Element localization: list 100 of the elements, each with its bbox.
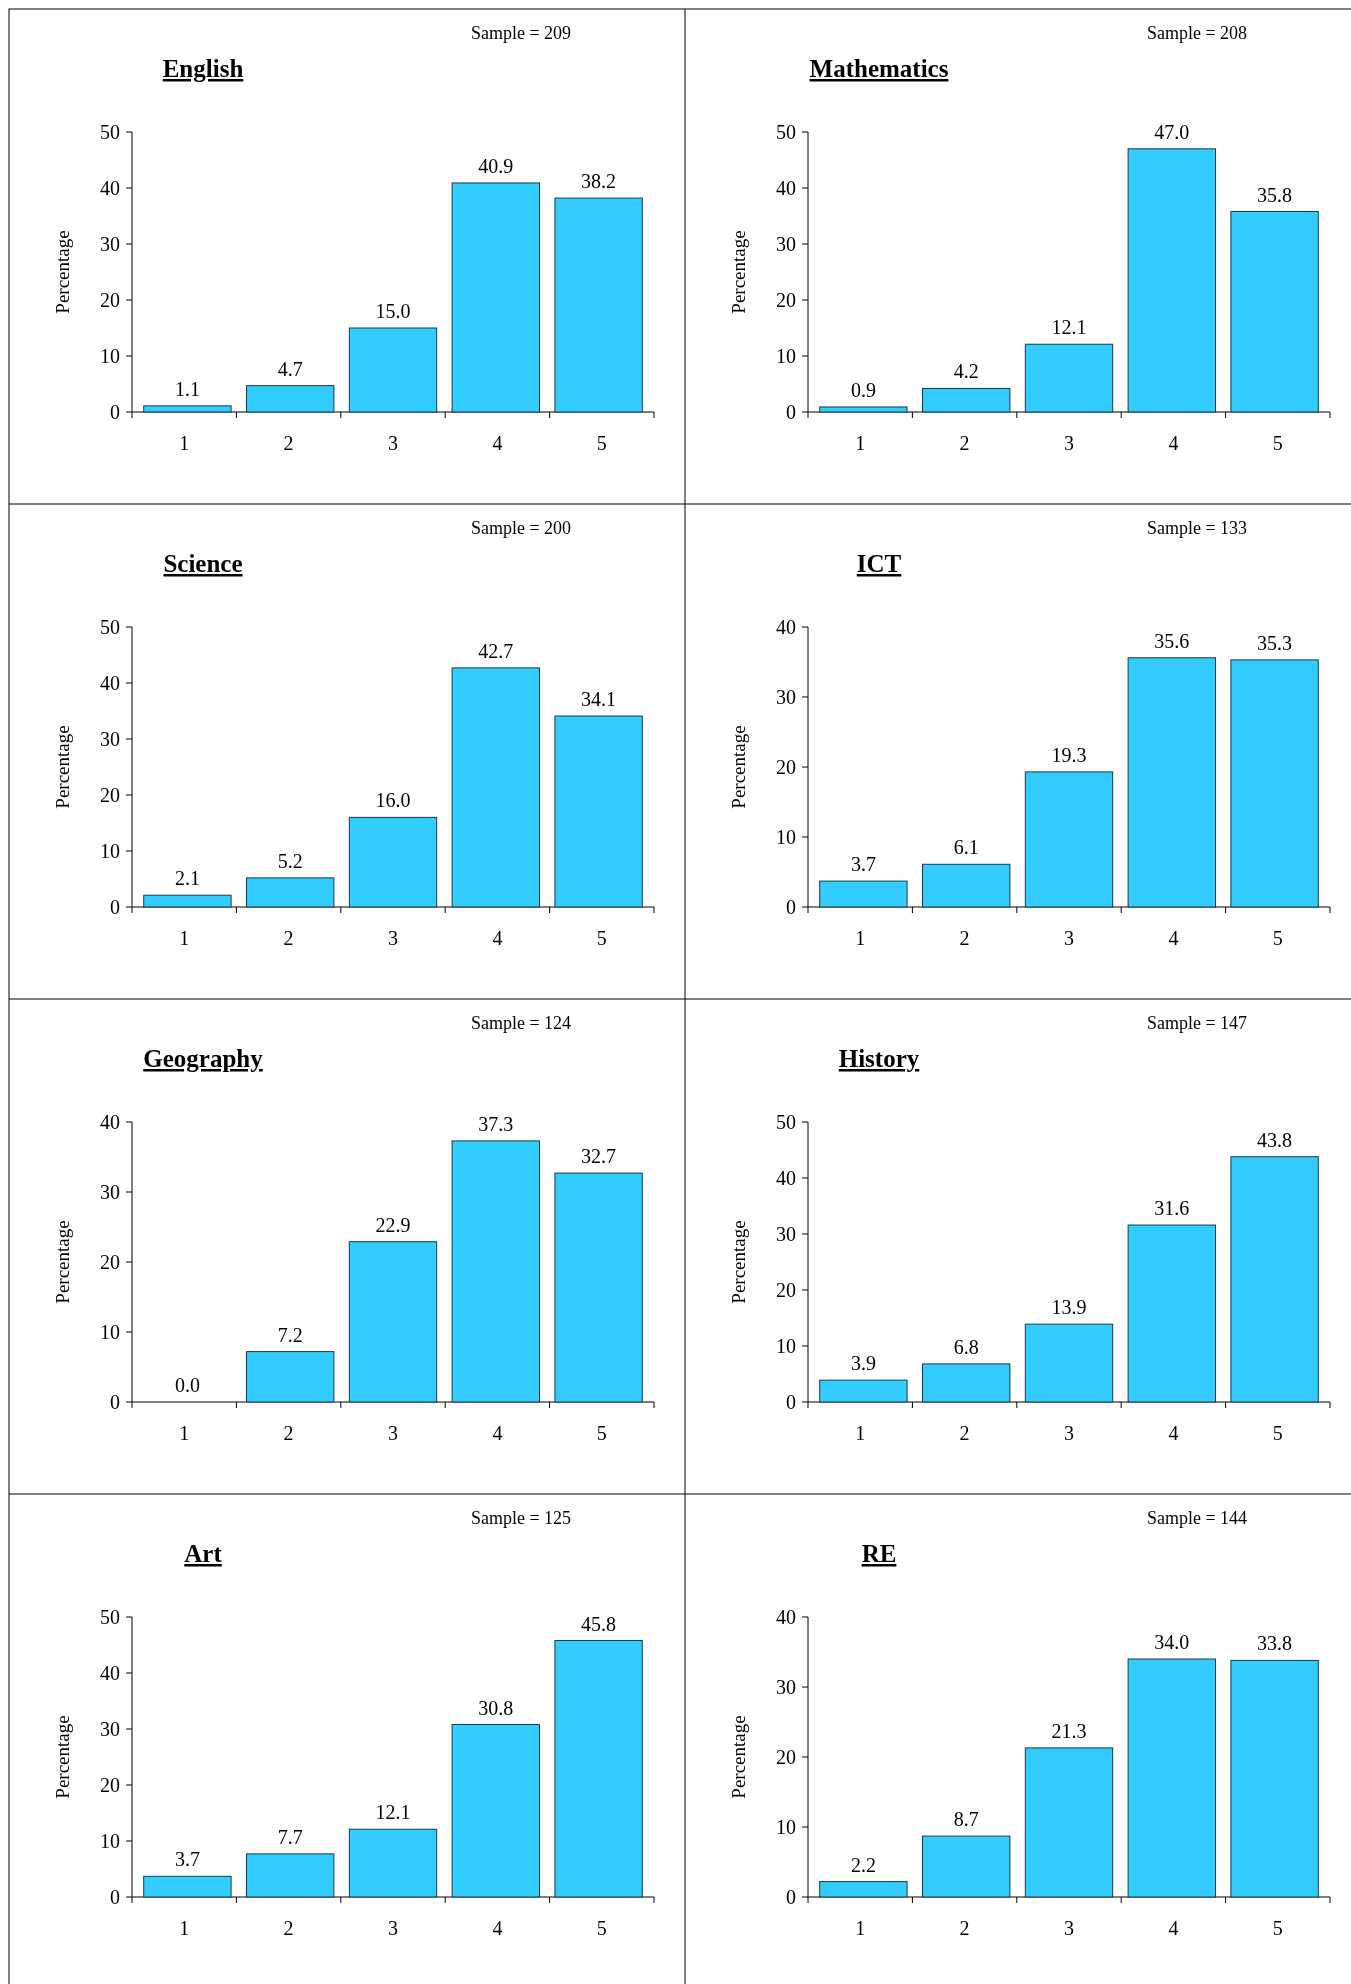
x-tick-label: 4 [1168,927,1179,949]
y-tick-label: 20 [776,289,796,311]
data-label: 16.0 [375,789,411,812]
data-label: 3.9 [850,1352,876,1375]
y-tick-label: 20 [100,784,120,806]
x-tick-label: 2 [959,1917,970,1939]
bar [348,1241,438,1403]
x-tick-label: 5 [596,1422,607,1444]
y-tick-label: 30 [776,1676,796,1698]
x-tick-label: 3 [388,1917,398,1939]
x-tick-label: 5 [596,432,607,454]
y-tick-label: 20 [100,289,120,311]
chart-title: Art [184,1540,223,1567]
data-label: 34.1 [581,688,617,711]
data-label: 13.9 [1051,1296,1087,1319]
chart-title: Mathematics [809,55,949,82]
y-axis-title: Percentage [52,1220,73,1304]
x-tick-label: 5 [1272,927,1283,949]
data-label: 35.8 [1257,183,1293,206]
data-label: 21.3 [1051,1719,1087,1742]
x-tick-label: 5 [1272,1422,1283,1444]
x-tick-label: 3 [388,432,398,454]
y-tick-label: 0 [110,401,120,423]
bar [1127,1224,1216,1403]
text: Sample = 133 [1146,518,1248,538]
y-tick-label: 40 [776,177,796,199]
x-tick-label: 1 [179,927,190,949]
y-axis-title: Percentage [728,230,749,314]
data-label: 5.2 [277,849,303,872]
bar [1127,148,1216,413]
bar [922,1363,1011,1403]
y-tick-label: 0 [786,1391,796,1413]
data-label: 22.9 [375,1213,411,1236]
y-tick-label: 40 [100,1662,120,1684]
y-tick-label: 30 [100,1718,120,1740]
y-tick-label: 0 [786,401,796,423]
x-tick-label: 4 [492,927,503,949]
bar [819,880,908,908]
y-tick-label: 30 [100,1181,120,1203]
x-tick-label: 2 [283,1422,294,1444]
x-tick-label: 4 [492,1917,503,1939]
x-tick-label: 1 [855,927,866,949]
bar [246,877,335,908]
data-label: 35.6 [1154,629,1190,652]
bar [819,406,908,413]
bar [1127,657,1216,908]
bar [819,1379,908,1403]
chart-title: English [162,55,244,82]
y-tick-label: 30 [776,233,796,255]
x-tick-label: 1 [855,1422,866,1444]
text: Sample = 144 [1146,1508,1248,1528]
y-tick-label: 20 [776,1279,796,1301]
y-tick-label: 50 [100,1606,120,1628]
bar [922,387,1011,413]
y-tick-label: 50 [100,616,120,638]
y-tick-label: 20 [776,756,796,778]
y-tick-label: 30 [776,686,796,708]
text: Sample = 200 [470,518,572,538]
chart-title: Science [163,550,243,577]
bar [348,1828,438,1898]
y-axis-title: Percentage [52,230,73,314]
bar [554,1640,643,1898]
bar [143,894,232,908]
data-label: 4.7 [277,357,303,380]
y-axis-title: Percentage [52,725,73,809]
bar [1230,659,1319,908]
x-tick-label: 5 [1272,432,1283,454]
x-tick-label: 3 [1064,1917,1074,1939]
x-tick-label: 5 [596,927,607,949]
y-axis-title: Percentage [728,725,749,809]
y-axis-title: Percentage [728,1220,749,1304]
y-tick-label: 10 [100,1830,120,1852]
bar [554,715,643,908]
y-tick-label: 10 [776,1335,796,1357]
bar [819,1881,908,1898]
y-tick-label: 10 [776,345,796,367]
chart-title: ICT [856,550,902,577]
bar [1230,211,1319,413]
data-label: 47.0 [1154,120,1190,143]
x-tick-label: 3 [1064,1422,1074,1444]
data-label: 19.3 [1051,743,1087,766]
y-tick-label: 40 [100,1111,120,1133]
y-tick-label: 20 [100,1774,120,1796]
data-label: 31.6 [1154,1197,1190,1220]
data-label: 42.7 [478,639,514,662]
y-tick-label: 10 [776,1816,796,1838]
bar [554,197,643,413]
x-tick-label: 3 [1064,432,1074,454]
text: Sample = 147 [1146,1013,1248,1033]
bar [1230,1659,1319,1898]
chart-title: History [838,1045,920,1072]
bar [143,1875,232,1898]
y-tick-label: 0 [786,896,796,918]
bar [554,1172,643,1403]
y-tick-label: 20 [776,1746,796,1768]
bar [246,1853,335,1898]
y-tick-label: 10 [100,345,120,367]
data-label: 2.2 [850,1853,876,1876]
y-tick-label: 0 [110,1391,120,1413]
bar [246,385,335,413]
